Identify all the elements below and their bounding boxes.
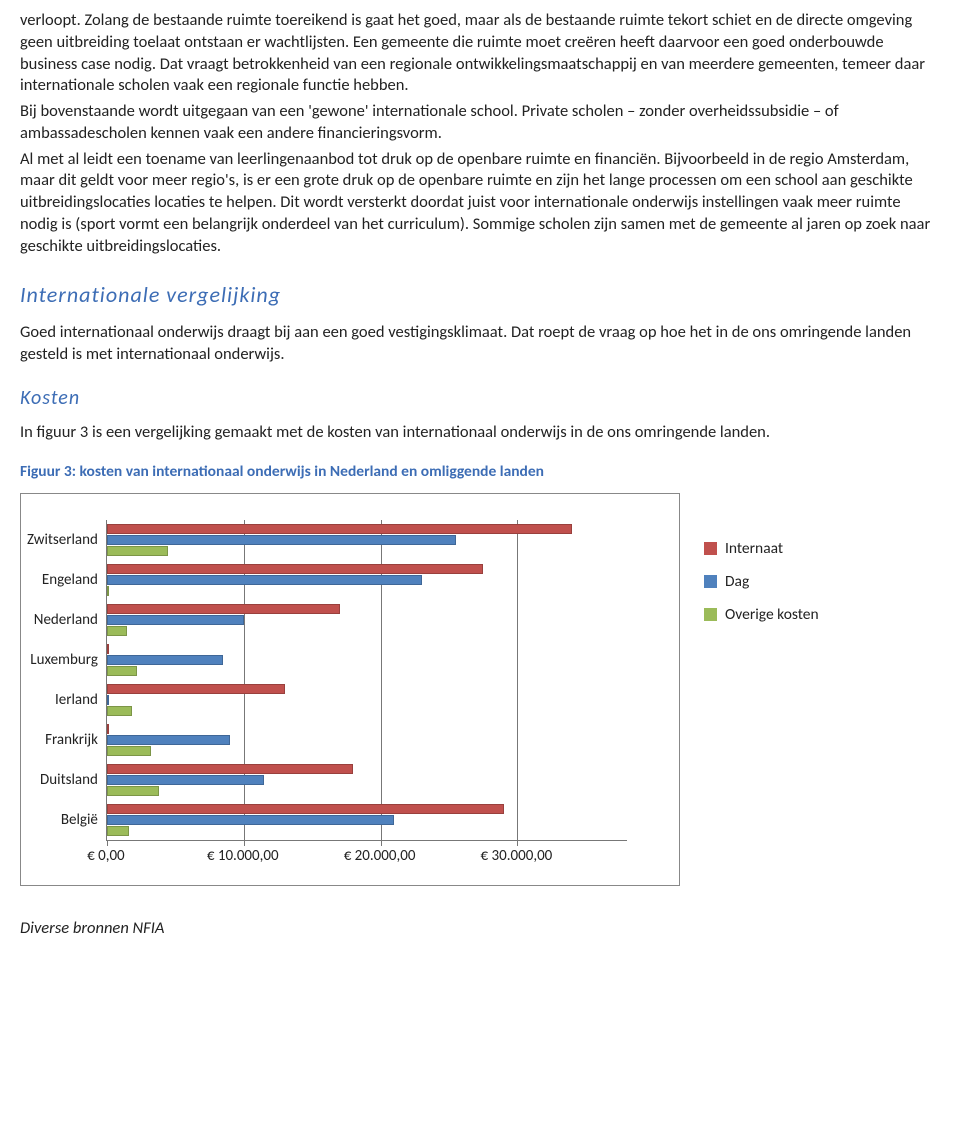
chart-bar xyxy=(107,706,132,716)
page: verloopt. Zolang de bestaande ruimte toe… xyxy=(0,0,960,968)
chart-bar xyxy=(107,604,340,614)
chart-bar xyxy=(107,695,109,705)
chart-bar xyxy=(107,644,109,654)
chart-bar-group xyxy=(107,800,627,840)
chart-bar xyxy=(107,786,159,796)
y-axis-category-label: Nederland xyxy=(27,600,106,640)
chart-bar xyxy=(107,684,285,694)
heading-kosten: Kosten xyxy=(20,386,940,410)
chart-bar xyxy=(107,535,456,545)
legend-swatch xyxy=(704,608,717,621)
chart-bar xyxy=(107,826,129,836)
chart-legend: Internaat Dag Overige kosten xyxy=(704,539,819,638)
chart-bar-group xyxy=(107,760,627,800)
x-axis-tick-label: € 30.000,00 xyxy=(481,847,553,865)
heading-internationale-vergelijking: Internationale vergelijking xyxy=(20,281,940,308)
chart-bar-group xyxy=(107,560,627,600)
y-axis-category-label: Engeland xyxy=(27,560,106,600)
body-paragraph-1: verloopt. Zolang de bestaande ruimte toe… xyxy=(20,10,940,97)
intro-text-vergelijking: Goed internationaal onderwijs draagt bij… xyxy=(20,322,940,366)
y-axis-labels: ZwitserlandEngelandNederlandLuxemburgIer… xyxy=(27,520,106,869)
legend-item: Overige kosten xyxy=(704,605,819,624)
figure-source: Diverse bronnen NFIA xyxy=(20,918,940,938)
chart-plot-area xyxy=(106,520,627,841)
y-axis-category-label: Luxemburg xyxy=(27,640,106,680)
chart-box: ZwitserlandEngelandNederlandLuxemburgIer… xyxy=(20,493,680,886)
x-axis: € 0,00€ 10.000,00€ 20.000,00€ 30.000,00 xyxy=(106,841,669,869)
chart-bar xyxy=(107,724,109,734)
legend-label: Dag xyxy=(725,572,749,591)
chart-bar-group xyxy=(107,600,627,640)
x-axis-tick-label: € 20.000,00 xyxy=(344,847,416,865)
chart-bar xyxy=(107,764,353,774)
x-axis-tick-label: € 10.000,00 xyxy=(207,847,279,865)
legend-label: Overige kosten xyxy=(725,605,819,624)
chart-bar xyxy=(107,524,572,534)
chart-bar-group xyxy=(107,720,627,760)
y-axis-category-label: Ierland xyxy=(27,680,106,720)
chart-bar xyxy=(107,804,504,814)
chart-bar xyxy=(107,735,230,745)
x-axis-tick-label: € 0,00 xyxy=(87,847,125,865)
legend-item: Dag xyxy=(704,572,819,591)
chart-bar xyxy=(107,615,244,625)
y-axis-category-label: Duitsland xyxy=(27,760,106,800)
chart-bar xyxy=(107,775,264,785)
x-axis-ticks: € 0,00€ 10.000,00€ 20.000,00€ 30.000,00 xyxy=(106,841,669,869)
chart-bar xyxy=(107,546,169,556)
chart-bar xyxy=(107,626,128,636)
chart-plot: ZwitserlandEngelandNederlandLuxemburgIer… xyxy=(27,520,669,869)
y-axis-category-label: Zwitserland xyxy=(27,520,106,560)
chart-bar-group xyxy=(107,640,627,680)
chart-bar-group xyxy=(107,520,627,560)
body-paragraph-3: Al met al leidt een toename van leerling… xyxy=(20,149,940,258)
intro-text-kosten: In figuur 3 is een vergelijking gemaakt … xyxy=(20,422,940,444)
legend-item: Internaat xyxy=(704,539,819,558)
chart-bar xyxy=(107,746,151,756)
body-paragraph-2: Bij bovenstaande wordt uitgegaan van een… xyxy=(20,101,940,145)
legend-label: Internaat xyxy=(725,539,783,558)
chart-bar xyxy=(107,564,483,574)
chart-bar xyxy=(107,666,137,676)
chart-bar xyxy=(107,655,223,665)
figure-title: Figuur 3: kosten van internationaal onde… xyxy=(20,462,940,481)
y-axis-category-label: Frankrijk xyxy=(27,720,106,760)
chart-bar xyxy=(107,815,394,825)
y-axis-category-label: België xyxy=(27,800,106,840)
chart-bar xyxy=(107,586,109,596)
chart-wrap: ZwitserlandEngelandNederlandLuxemburgIer… xyxy=(20,493,940,886)
chart-bar-group xyxy=(107,680,627,720)
chart-bar xyxy=(107,575,422,585)
chart-bars xyxy=(107,520,627,840)
legend-swatch xyxy=(704,575,717,588)
legend-swatch xyxy=(704,542,717,555)
